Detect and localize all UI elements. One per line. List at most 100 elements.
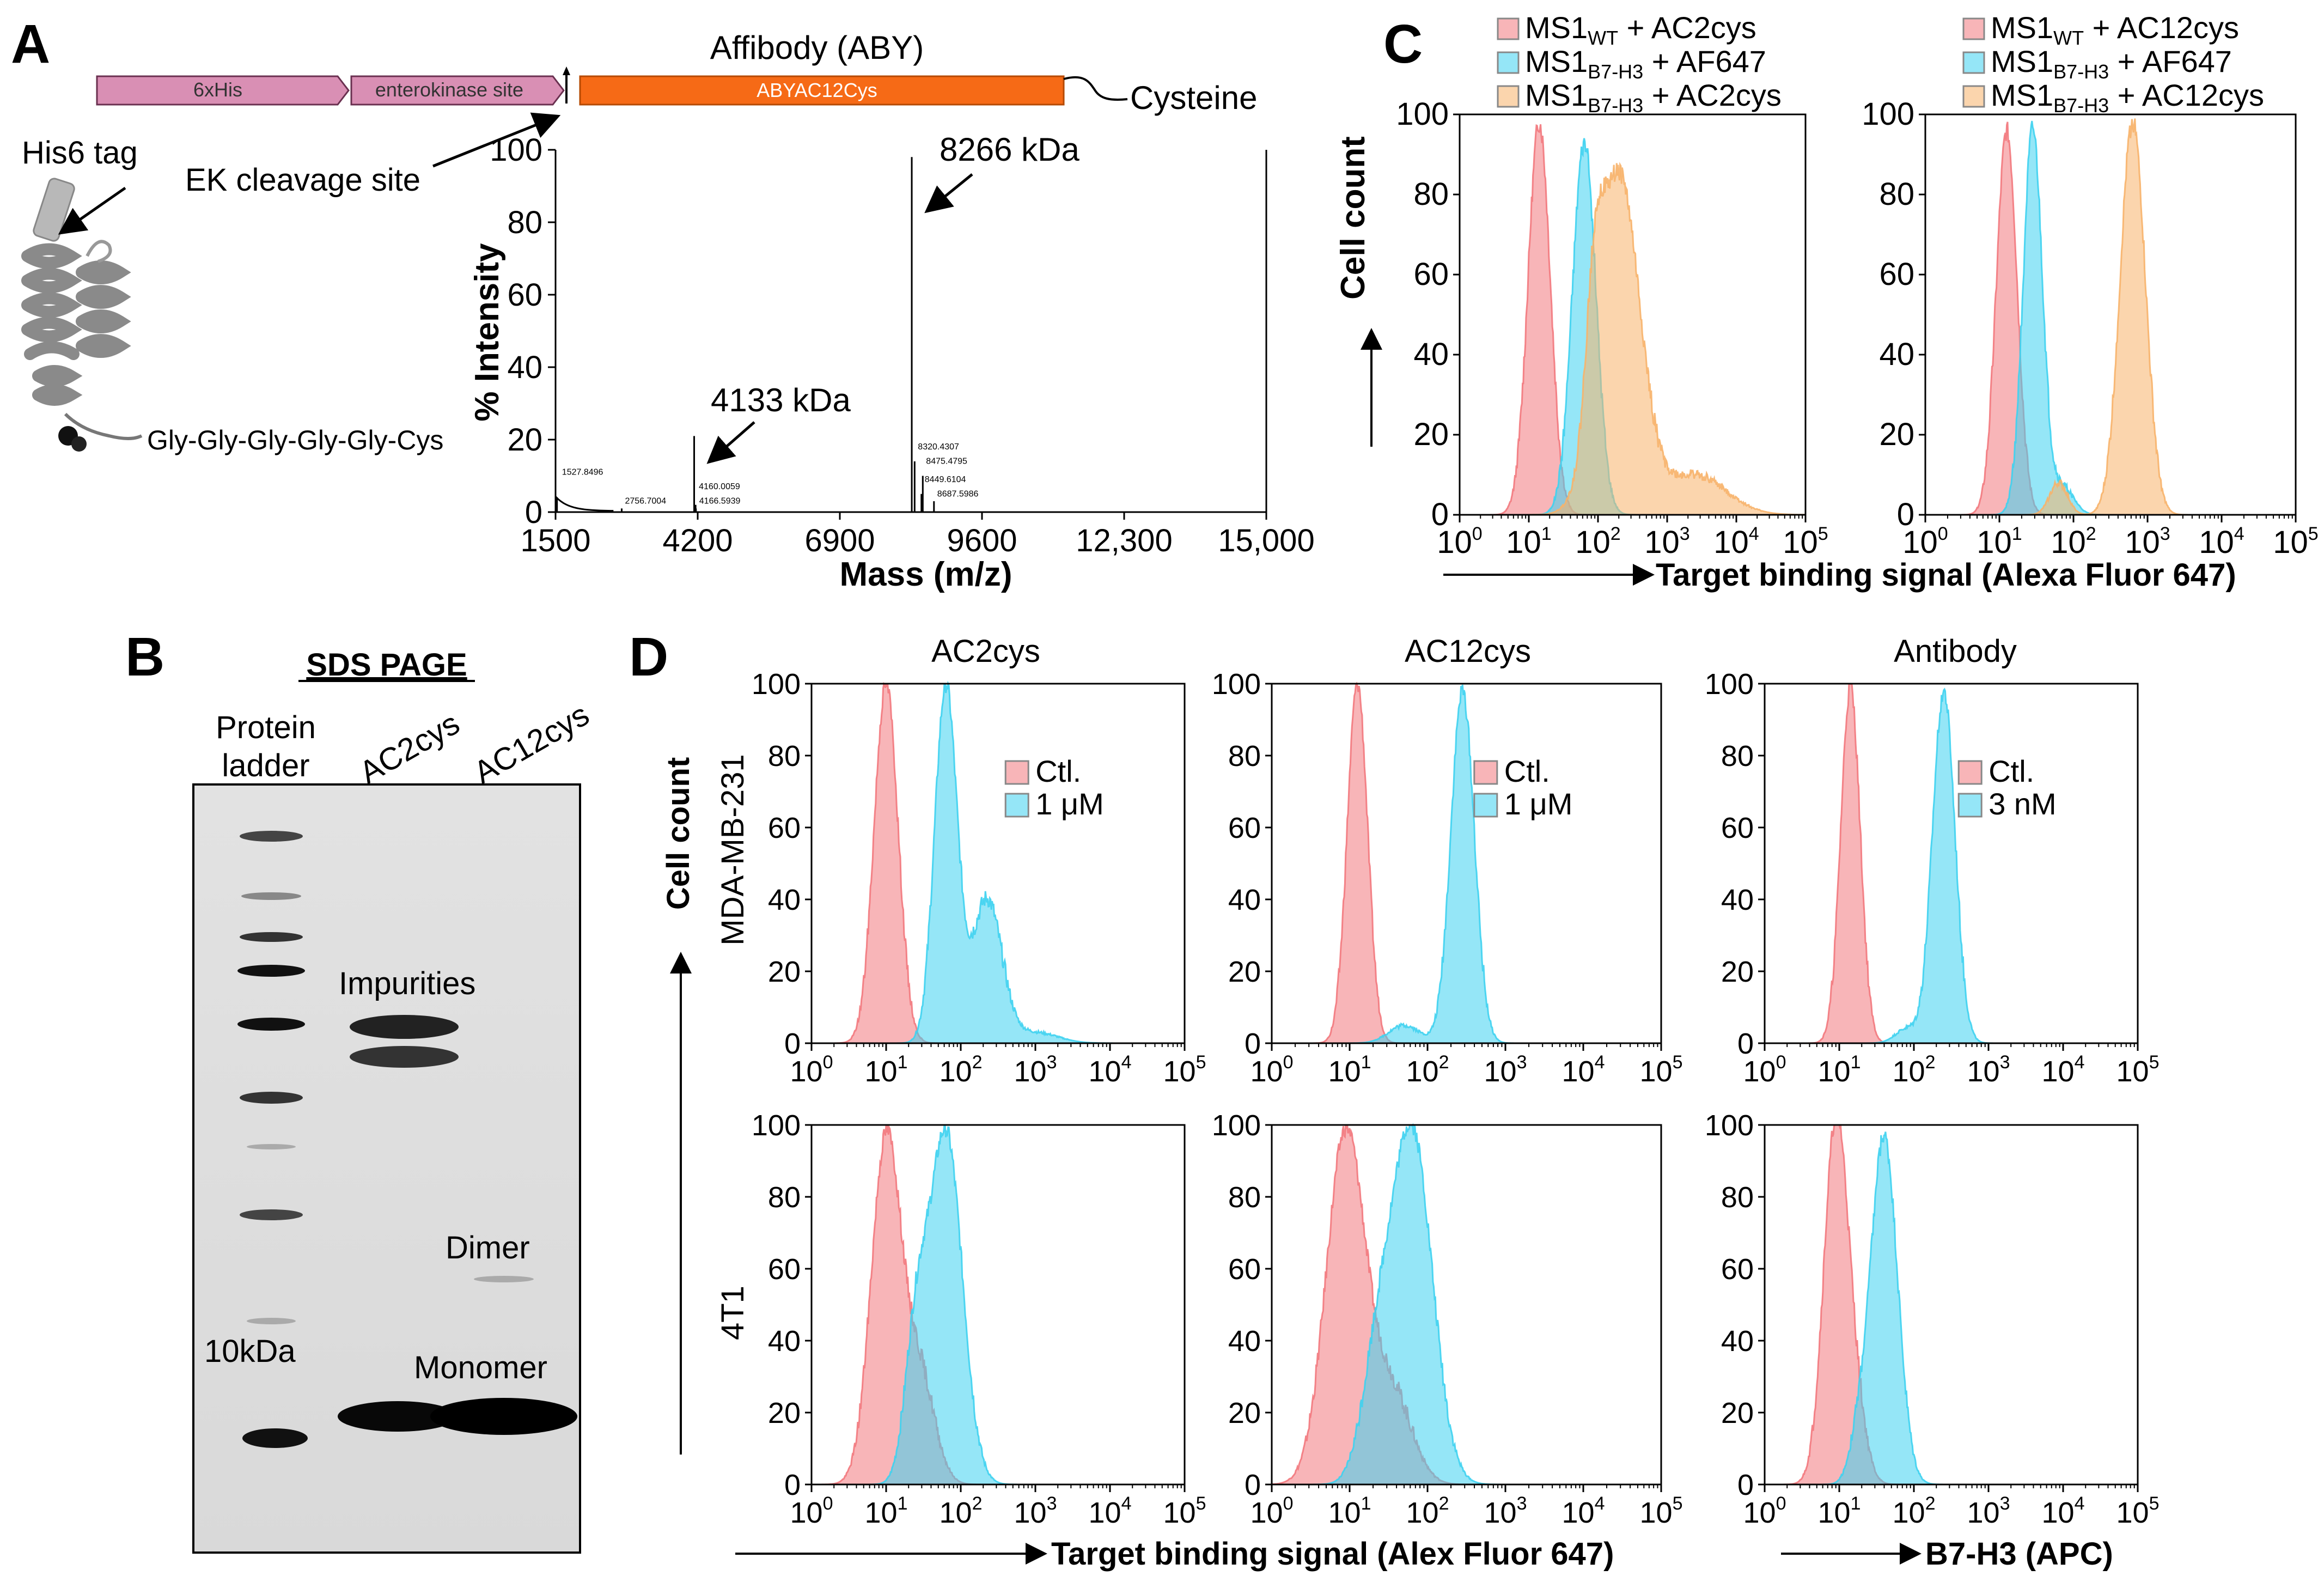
y-tick-label: 80 [768,740,801,772]
x-tick-label: 100 [790,1493,833,1529]
linker-label: Gly-Gly-Gly-Gly-Gly-Cys [147,425,443,455]
histogram-series [1765,1124,2138,1486]
y-tick-label: 80 [768,1181,801,1214]
legend-swatch [1004,793,1029,818]
x-tick-label: 103 [1484,1493,1527,1529]
y-tick-label: 0 [1431,497,1449,532]
ms-peak-label: 8687.5986 [937,489,979,498]
ms-x-axis-label: Mass (m/z) [840,556,1012,593]
lane-label-ac12cys: AC12cys [468,697,595,790]
y-tick-label: 40 [1879,337,1914,372]
legend-swatch [1962,85,1985,108]
protein-structure: His6 tag EK cleavage site Gly-Gly-Gly-Gl… [21,112,561,455]
x-tick-label: 101 [1328,1493,1371,1529]
ms-peak-label: 8449.6104 [925,475,966,484]
d-column-title-ac2cys: AC2cys [931,634,1040,669]
x-tick-label: 105 [1163,1493,1206,1529]
y-tick-label: 100 [752,668,801,701]
legend-entry: MS1B7-H3 + AC12cys [1991,78,2264,117]
y-tick-label: 20 [1721,956,1754,988]
ms-x-tick-label: 9600 [947,523,1017,558]
construct-enterokinase-segment [350,75,565,106]
d-row-label-4t1: 4T1 [715,1286,751,1340]
d-row-label-mda: MDA-MB-231 [715,754,751,945]
lane-label-ladder-line2: ladder [222,748,309,783]
y-tick-label: 100 [1705,1109,1754,1142]
y-tick-label: 100 [1212,668,1261,701]
x-tick-label: 100 [1437,524,1482,560]
y-tick-label: 60 [1721,812,1754,844]
ms-peak-label: 2756.7004 [625,497,666,506]
legend-swatch [1957,793,1983,818]
y-tick-label: 80 [1413,177,1449,212]
plot-frame [1764,1124,2139,1486]
legend-entry: MS1WT + AC2cys [1525,10,1756,49]
x-tick-label: 102 [1406,1493,1449,1529]
c-x-axis-label: Target binding signal (Alexa Fluor 647) [1656,557,2236,593]
flow-histogram-4t1-antibody: 0 20 40 60 80 100 100 101 102 103 104 105 [1705,1109,2160,1529]
panel-a: A 6xHis enterokinase site ABYAC12Cys Aff… [11,14,1315,593]
y-tick-label: 60 [768,1253,801,1286]
ek-site-arrow [432,112,561,168]
plot-frame [1764,683,2139,1044]
cys-residue-2 [71,436,87,452]
plot-frame [1459,113,1807,516]
legend-entry: Ctl. [1035,754,1081,788]
y-tick-label: 100 [752,1109,801,1142]
histogram-series [1271,1124,1661,1486]
x-tick-label: 102 [940,1052,983,1088]
legend-entry: 1 μM [1035,787,1104,821]
construct-diagram: 6xHis enterokinase site ABYAC12Cys Affib… [96,29,1257,116]
y-tick-label: 80 [1228,1181,1261,1214]
his6-tag-label: His6 tag [22,135,138,171]
ladder-band [247,1144,296,1149]
ms-x-tick-label: 6900 [804,523,875,558]
legend-swatch [1473,760,1498,785]
ms-y-tick-label: 40 [507,350,542,385]
construct-affibody-segment [579,75,1065,106]
mass-spec-plot: 0 20 40 60 80 100 1500 4200 6900 9600 12,300 15,00… [468,131,1315,593]
y-tick-label: 40 [1413,337,1449,372]
y-tick-label: 0 [1245,1469,1261,1501]
y-tick-label: 20 [1228,1397,1261,1429]
x-tick-label: 103 [1484,1052,1527,1088]
ladder-band [240,831,303,842]
cysteine-tail [1063,76,1128,101]
construct-cysteine-label: Cysteine [1130,80,1257,116]
legend-swatch [1473,793,1498,818]
x-tick-label: 102 [1575,524,1620,560]
ms-y-axis-label: % Intensity [468,243,506,422]
panel-c: C 0 20 40 60 80 100 100 101 102 103 104 105 MS1WT + … [1334,10,2319,593]
panel-letter-d: D [629,626,668,687]
ms-y-tick-label: 0 [525,495,542,530]
y-tick-label: 60 [1228,1253,1261,1286]
y-tick-label: 20 [768,956,801,988]
flow-histogram-mda-ac12cys: 0 20 40 60 80 100 100 101 102 103 104 105 Ctl.1 μM [1212,668,1683,1088]
x-tick-label: 102 [2051,524,2096,560]
histogram-series [1272,684,1661,1044]
ek-site-label: EK cleavage site [185,162,420,198]
cleavage-marker-arrowhead [563,66,570,75]
y-tick-label: 100 [1212,1109,1261,1142]
ladder-band [247,1318,296,1324]
ac12cys-monomer-band [430,1398,577,1435]
x-tick-label: 104 [2199,524,2244,560]
legend-swatch [1962,17,1985,40]
x-tick-label: 105 [1640,1493,1683,1529]
construct-affibody-label: ABYAC12Cys [757,79,877,101]
x-tick-label: 103 [1967,1052,2010,1088]
helix-bundle [21,243,131,406]
x-tick-label: 102 [940,1493,983,1529]
ms-y-tick-label: 80 [507,205,542,240]
legend-swatch [1497,85,1520,108]
x-tick-label: 105 [1640,1052,1683,1088]
x-tick-label: 102 [1406,1052,1449,1088]
impurities-label: Impurities [339,966,475,1001]
x-tick-label: 104 [1562,1493,1605,1529]
flow-histogram-mda-antibody: 0 20 40 60 80 100 100 101 102 103 104 105 Ctl.3 nM [1705,668,2160,1088]
y-tick-label: 100 [1705,668,1754,701]
c-y-axis-label: Cell count [1334,136,1372,300]
ladder-band-10kda [242,1428,308,1448]
legend-entry: MS1B7-H3 + AF647 [1991,44,2232,83]
